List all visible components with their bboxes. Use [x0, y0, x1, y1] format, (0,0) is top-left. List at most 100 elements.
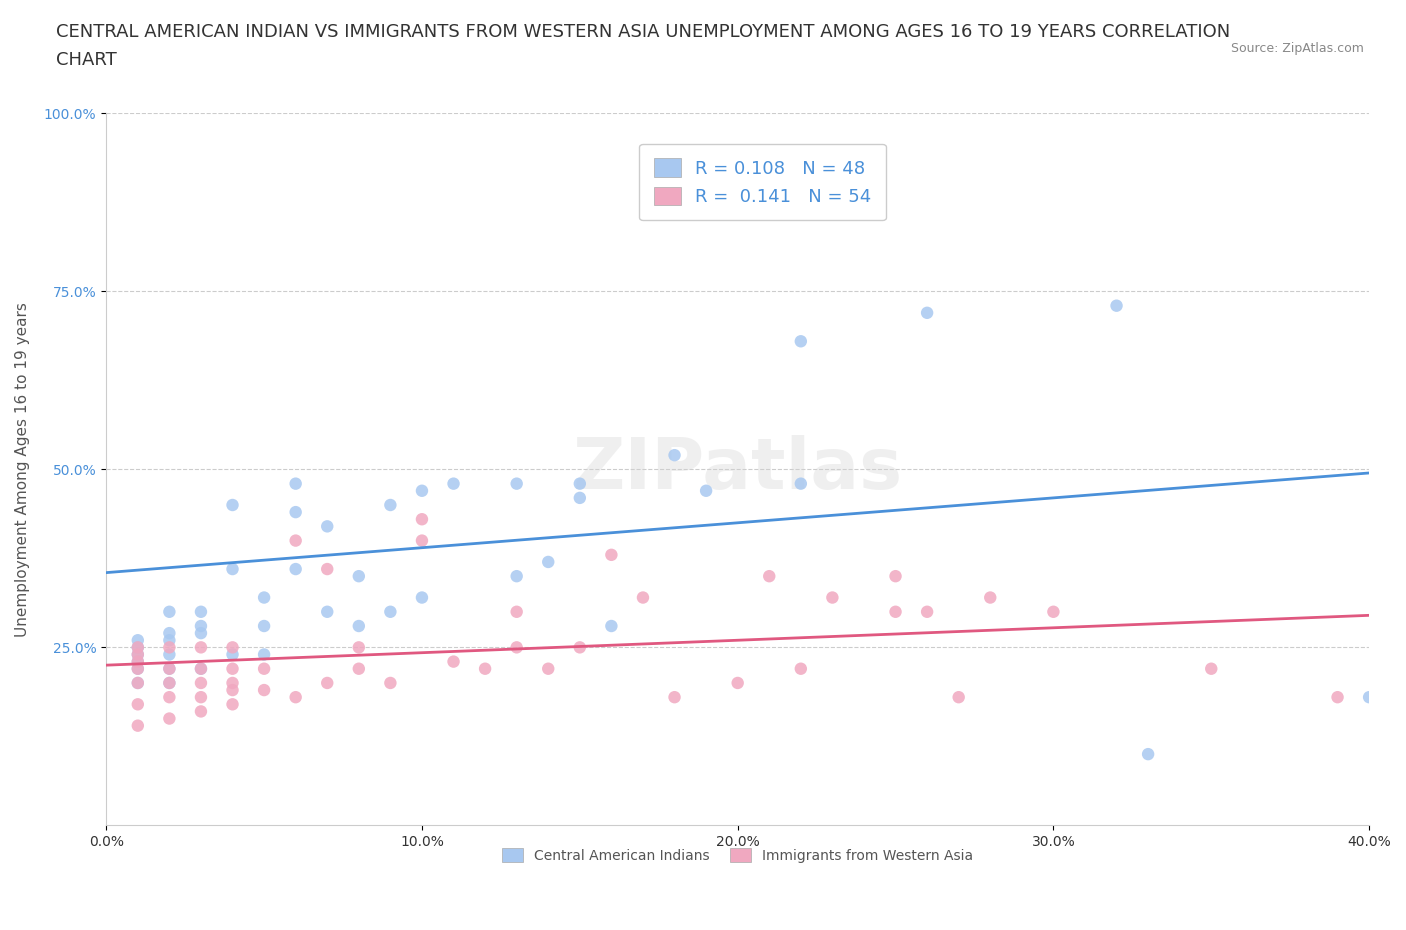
- Point: [664, 690, 686, 705]
- Point: [190, 661, 212, 676]
- Point: [157, 661, 180, 676]
- Point: [537, 661, 560, 676]
- Point: [505, 640, 527, 655]
- Point: [1326, 690, 1348, 705]
- Point: [221, 661, 243, 676]
- Point: [157, 647, 180, 662]
- Point: [284, 533, 307, 548]
- Point: [190, 604, 212, 619]
- Point: [380, 498, 402, 512]
- Point: [411, 533, 433, 548]
- Point: [664, 447, 686, 462]
- Point: [1137, 747, 1160, 762]
- Point: [915, 604, 938, 619]
- Point: [316, 519, 339, 534]
- Point: [884, 604, 907, 619]
- Point: [821, 591, 844, 605]
- Point: [411, 484, 433, 498]
- Point: [790, 476, 813, 491]
- Legend: Central American Indians, Immigrants from Western Asia: Central American Indians, Immigrants fro…: [496, 843, 979, 869]
- Point: [190, 640, 212, 655]
- Point: [253, 661, 276, 676]
- Point: [380, 604, 402, 619]
- Point: [127, 675, 149, 690]
- Point: [127, 640, 149, 655]
- Point: [915, 305, 938, 320]
- Point: [253, 647, 276, 662]
- Point: [1105, 299, 1128, 313]
- Point: [284, 476, 307, 491]
- Point: [157, 626, 180, 641]
- Point: [221, 640, 243, 655]
- Point: [948, 690, 970, 705]
- Point: [127, 675, 149, 690]
- Point: [190, 618, 212, 633]
- Point: [568, 640, 591, 655]
- Point: [347, 640, 370, 655]
- Point: [221, 498, 243, 512]
- Point: [221, 697, 243, 711]
- Point: [127, 654, 149, 669]
- Point: [505, 569, 527, 584]
- Point: [758, 569, 780, 584]
- Point: [411, 591, 433, 605]
- Point: [380, 675, 402, 690]
- Point: [157, 632, 180, 647]
- Point: [221, 683, 243, 698]
- Point: [127, 632, 149, 647]
- Point: [127, 661, 149, 676]
- Point: [127, 718, 149, 733]
- Point: [347, 618, 370, 633]
- Point: [221, 675, 243, 690]
- Point: [347, 661, 370, 676]
- Point: [600, 618, 623, 633]
- Point: [1042, 604, 1064, 619]
- Point: [631, 591, 654, 605]
- Point: [316, 604, 339, 619]
- Point: [727, 675, 749, 690]
- Point: [790, 661, 813, 676]
- Point: [411, 512, 433, 526]
- Point: [127, 647, 149, 662]
- Point: [221, 562, 243, 577]
- Text: ZIPatlas: ZIPatlas: [572, 435, 903, 504]
- Point: [316, 562, 339, 577]
- Point: [157, 675, 180, 690]
- Point: [537, 554, 560, 569]
- Point: [505, 476, 527, 491]
- Point: [190, 704, 212, 719]
- Text: CENTRAL AMERICAN INDIAN VS IMMIGRANTS FROM WESTERN ASIA UNEMPLOYMENT AMONG AGES : CENTRAL AMERICAN INDIAN VS IMMIGRANTS FR…: [56, 23, 1230, 41]
- Point: [157, 604, 180, 619]
- Point: [1199, 661, 1222, 676]
- Point: [284, 505, 307, 520]
- Point: [600, 548, 623, 563]
- Point: [127, 661, 149, 676]
- Point: [190, 675, 212, 690]
- Text: CHART: CHART: [56, 51, 117, 69]
- Point: [695, 484, 717, 498]
- Point: [284, 690, 307, 705]
- Point: [221, 647, 243, 662]
- Point: [790, 334, 813, 349]
- Point: [1358, 690, 1381, 705]
- Point: [190, 626, 212, 641]
- Point: [979, 591, 1001, 605]
- Point: [190, 690, 212, 705]
- Point: [505, 604, 527, 619]
- Point: [884, 569, 907, 584]
- Point: [253, 591, 276, 605]
- Point: [568, 476, 591, 491]
- Point: [347, 569, 370, 584]
- Point: [157, 711, 180, 726]
- Point: [474, 661, 496, 676]
- Point: [157, 661, 180, 676]
- Point: [284, 562, 307, 577]
- Point: [443, 654, 465, 669]
- Point: [568, 490, 591, 505]
- Point: [157, 640, 180, 655]
- Point: [157, 690, 180, 705]
- Text: Source: ZipAtlas.com: Source: ZipAtlas.com: [1230, 42, 1364, 55]
- Point: [127, 640, 149, 655]
- Point: [127, 647, 149, 662]
- Point: [190, 661, 212, 676]
